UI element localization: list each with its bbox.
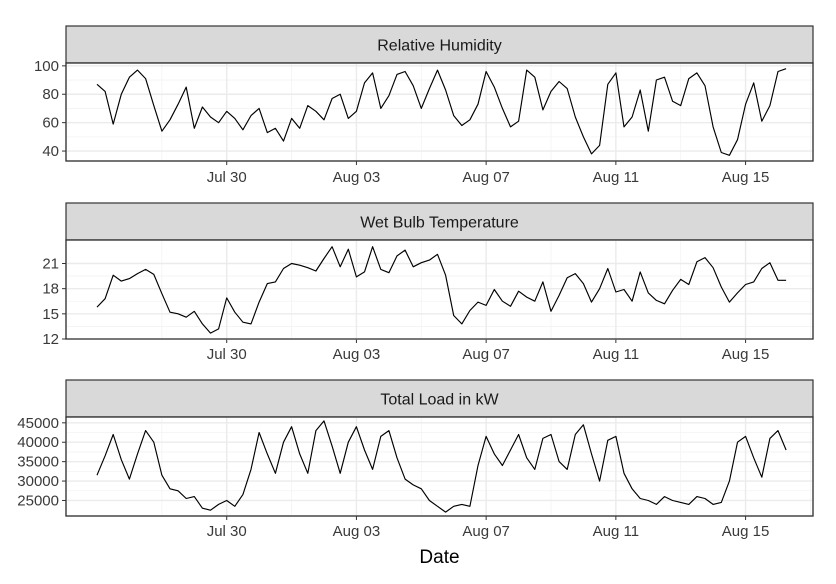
y-tick-label: 80 [42,86,59,103]
facet-panel-border [65,416,814,517]
x-tick-label: Aug 11 [593,346,639,363]
x-tick-label: Jul 30 [207,169,247,186]
facet-panel-wet-bulb-temperature [65,239,814,340]
series-line-wet-bulb-temperature [96,246,787,334]
x-tick-label: Aug 15 [722,346,770,363]
series-line-total-load [96,420,787,513]
y-tick-label: 21 [42,255,59,272]
x-tick-label: Aug 11 [593,523,639,540]
x-axis-title: Date [419,547,459,568]
x-tick-label: Aug 03 [333,169,381,186]
y-tick-label: 40000 [17,434,59,451]
y-tick-label: 30000 [17,473,59,490]
facet-title-wet-bulb-temperature: Wet Bulb Temperature [360,215,519,232]
y-tick-label: 15 [42,306,59,323]
x-tick-label: Aug 03 [333,346,381,363]
x-tick-label: Aug 15 [722,523,770,540]
x-tick-label: Aug 11 [593,169,639,186]
facet-strip-relative-humidity [65,25,814,64]
y-tick-label: 35000 [17,454,59,471]
facet-panel-border [65,62,814,162]
x-tick-label: Jul 30 [207,346,247,363]
y-tick-label: 60 [42,115,59,132]
x-tick-label: Aug 03 [333,523,381,540]
facet-strip-total-load [65,379,814,418]
y-tick-label: 25000 [17,492,59,509]
x-tick-label: Aug 15 [722,169,770,186]
facet-title-total-load: Total Load in kW [380,392,499,409]
x-tick-label: Aug 07 [462,346,510,363]
y-tick-label: 40 [42,143,59,160]
facet-panel-relative-humidity [65,62,814,162]
y-tick-label: 100 [34,58,59,75]
x-tick-label: Aug 07 [462,523,510,540]
facet-panel-total-load [65,416,814,517]
x-tick-label: Jul 30 [207,523,247,540]
facet-panel-border [65,239,814,340]
y-tick-label: 18 [42,281,59,298]
y-tick-label: 12 [42,331,59,348]
y-tick-label: 45000 [17,415,59,432]
facet-title-relative-humidity: Relative Humidity [377,38,501,55]
x-tick-label: Aug 07 [462,169,510,186]
series-line-relative-humidity [96,68,787,156]
